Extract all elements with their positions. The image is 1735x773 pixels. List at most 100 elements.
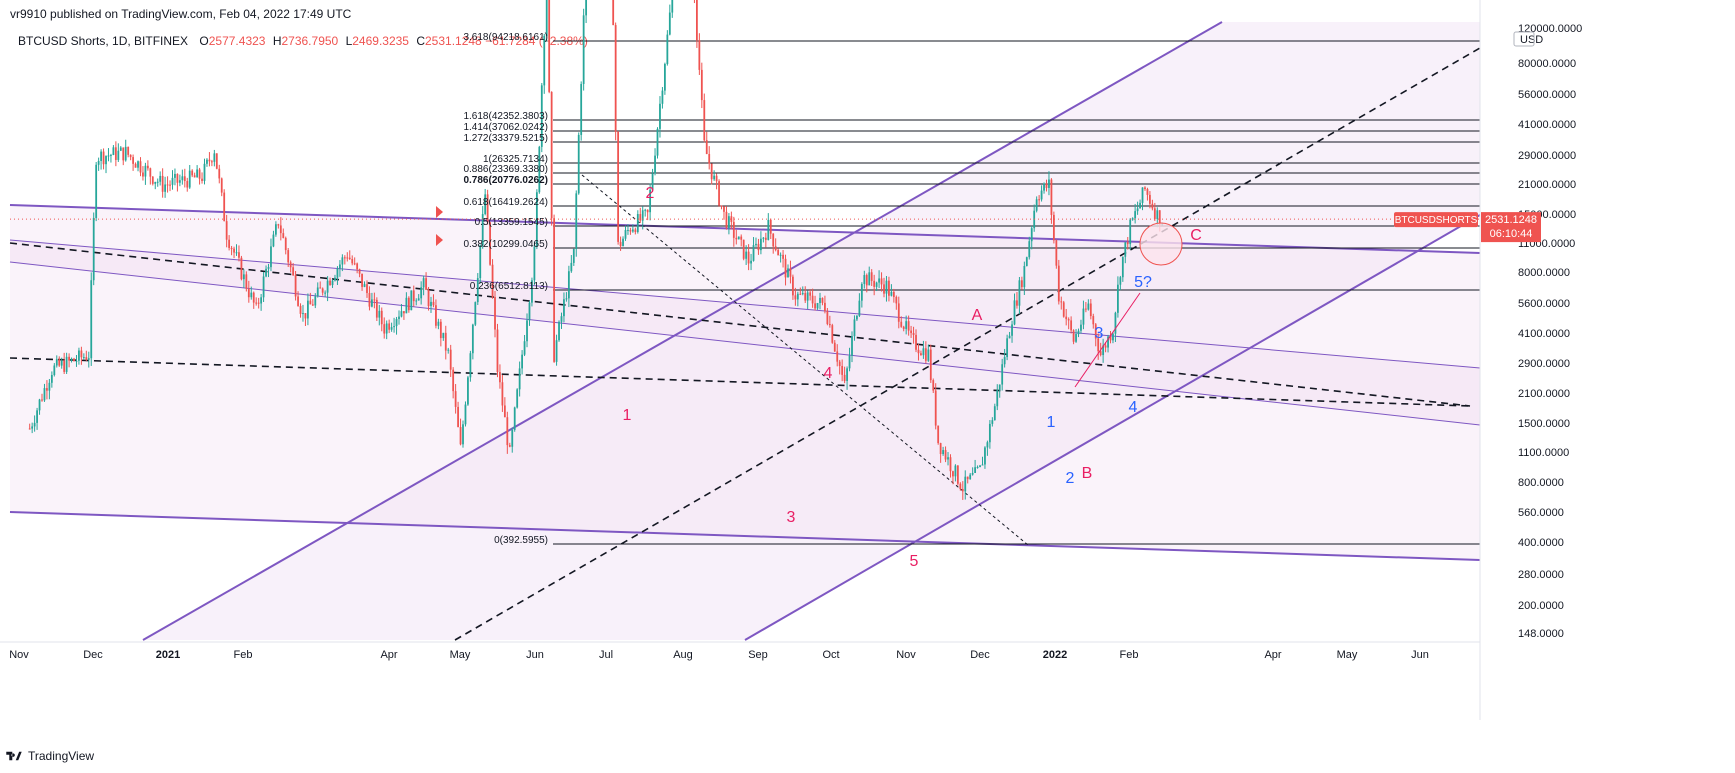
brand-name[interactable]: TradingView	[28, 749, 95, 763]
candle-body	[341, 257, 344, 265]
candle-body	[154, 181, 157, 184]
wave-label: 3	[787, 509, 796, 526]
candle-body	[772, 233, 775, 247]
candle-body	[1149, 194, 1151, 204]
candles	[28, 0, 1164, 500]
candle-body	[105, 156, 107, 165]
fib-label: 0.382(10299.0465)	[463, 239, 548, 250]
candle-body	[1144, 187, 1146, 190]
candle-body	[545, 0, 548, 36]
candle-body	[949, 457, 952, 472]
candle-body	[311, 304, 314, 306]
candle-body	[417, 298, 420, 301]
candle-body	[252, 292, 255, 303]
candle-body	[1117, 284, 1119, 313]
candle-body	[671, 0, 674, 13]
candle-body	[833, 342, 836, 352]
candle-body	[1011, 324, 1013, 336]
candle-body	[661, 90, 664, 104]
candle-body	[656, 128, 659, 156]
time-tick: Sep	[748, 649, 768, 661]
alert-marker-icon	[436, 234, 443, 246]
candle-body	[915, 334, 917, 350]
wave5-projection-line	[1074, 292, 1141, 388]
high-value: 2736.7950	[281, 34, 339, 48]
candle-body	[112, 147, 115, 155]
candle-body	[585, 0, 588, 16]
price-tick: 280.0000	[1518, 569, 1564, 581]
candle-body	[912, 333, 915, 335]
candle-body	[737, 236, 740, 240]
candle-body	[666, 34, 669, 64]
candle-body	[388, 323, 391, 330]
candle-body	[139, 161, 142, 173]
candle-body	[132, 157, 134, 164]
candle-body	[622, 238, 624, 247]
candle-body	[415, 300, 418, 302]
candle-body	[1109, 336, 1112, 341]
candle-body	[631, 229, 634, 232]
candle-body	[644, 209, 647, 211]
time-tick: Dec	[83, 649, 103, 661]
candle-body	[742, 239, 745, 259]
candle-body	[528, 302, 531, 321]
candle-body	[137, 161, 139, 168]
candle-body	[875, 282, 878, 287]
candle-body	[1016, 300, 1018, 306]
candle-body	[289, 262, 292, 268]
symbol-badge	[1394, 212, 1478, 228]
wave-label: B	[1082, 465, 1093, 482]
candle-body	[1043, 183, 1045, 191]
candle-body	[880, 278, 883, 285]
wedge-lower-line	[9, 511, 1480, 561]
symbol-name[interactable]: BTCUSD Shorts, 1D, BITFINEX	[18, 34, 189, 48]
candle-body	[188, 170, 191, 188]
tradingview-logo-icon	[6, 751, 22, 761]
candle-body	[932, 380, 935, 391]
candle-body	[796, 293, 799, 300]
candle-body	[929, 349, 932, 381]
candle-body	[969, 474, 972, 480]
candle-body	[432, 301, 435, 306]
time-tick: Jun	[1411, 649, 1429, 661]
candle-body	[856, 315, 858, 320]
candle-body	[659, 103, 661, 129]
candle-body	[720, 205, 723, 207]
candle-body	[663, 63, 666, 91]
candle-body	[282, 233, 285, 238]
candle-body	[452, 369, 455, 392]
time-tick: May	[450, 649, 471, 661]
candle-body	[550, 91, 553, 219]
fib-label: 1.272(33379.5215)	[463, 133, 548, 144]
candle-body	[851, 336, 853, 356]
candle-body	[636, 214, 639, 233]
candle-body	[809, 292, 812, 296]
price-chart[interactable]: 3.618(94218.6161) 1.618(42352.3803)1.414(…	[0, 0, 1735, 745]
candle-body	[230, 247, 233, 249]
wave-label: 1	[1047, 414, 1056, 431]
candle-body	[499, 372, 501, 383]
candle-body	[1045, 183, 1048, 188]
candle-body	[695, 0, 698, 41]
candle-body	[169, 184, 171, 186]
candle-body	[100, 151, 102, 161]
candle-body	[1102, 345, 1105, 356]
desc-channel-upper	[9, 239, 1480, 369]
candle-body	[326, 280, 329, 293]
candle-body	[1141, 187, 1144, 203]
price-tick: 80000.0000	[1518, 58, 1576, 70]
candle-body	[78, 350, 80, 361]
candle-body	[1025, 257, 1028, 266]
candle-body	[1050, 179, 1053, 215]
candle-body	[927, 349, 930, 361]
candle-body	[582, 15, 585, 84]
candle-body	[144, 165, 147, 177]
wave-label: C	[1190, 227, 1202, 244]
candle-body	[900, 321, 903, 327]
candle-body	[567, 271, 570, 299]
candle-body	[363, 284, 366, 287]
candle-body	[885, 280, 888, 294]
candle-body	[181, 176, 184, 181]
candle-body	[627, 229, 629, 231]
candle-body	[998, 384, 1001, 391]
